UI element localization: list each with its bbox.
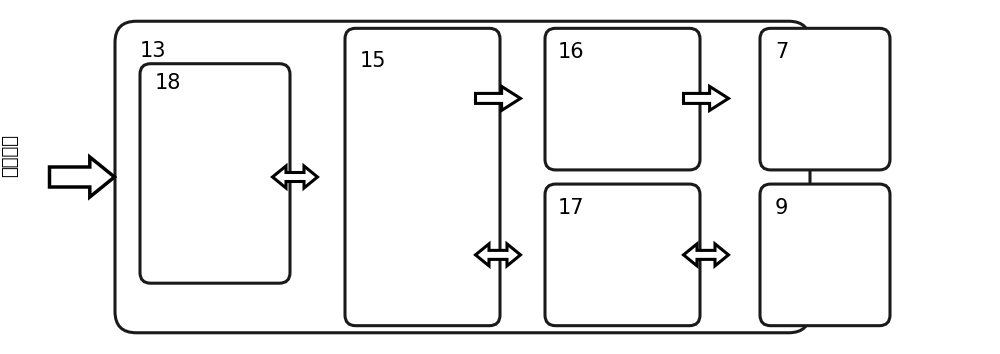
Text: 18: 18	[155, 73, 181, 92]
Polygon shape	[272, 166, 318, 188]
FancyBboxPatch shape	[545, 28, 700, 170]
Text: 17: 17	[558, 198, 584, 218]
FancyBboxPatch shape	[545, 184, 700, 326]
Text: 16: 16	[558, 42, 585, 62]
Text: 13: 13	[140, 41, 166, 61]
FancyBboxPatch shape	[760, 184, 890, 326]
Text: 外部指令: 外部指令	[1, 134, 19, 177]
FancyBboxPatch shape	[140, 64, 290, 283]
Polygon shape	[50, 157, 114, 197]
Polygon shape	[684, 244, 728, 266]
Text: 15: 15	[360, 51, 386, 71]
Polygon shape	[476, 86, 520, 110]
Text: 9: 9	[775, 198, 788, 218]
Text: 7: 7	[775, 42, 788, 62]
FancyBboxPatch shape	[115, 21, 810, 333]
Polygon shape	[476, 244, 520, 266]
Polygon shape	[684, 86, 728, 110]
FancyBboxPatch shape	[760, 28, 890, 170]
FancyBboxPatch shape	[345, 28, 500, 326]
